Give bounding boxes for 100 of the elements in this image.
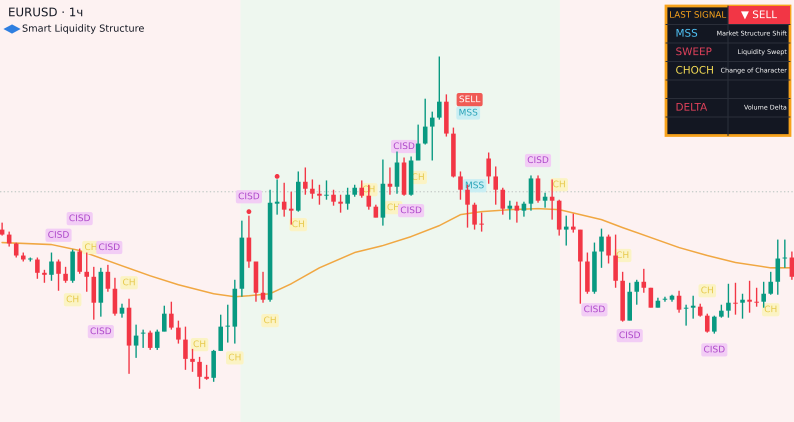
candlestick [508, 200, 512, 220]
candlestick [514, 201, 520, 224]
candlestick [190, 348, 195, 373]
candlestick [430, 110, 435, 162]
candlestick [458, 170, 463, 200]
candlestick [719, 304, 724, 318]
candlestick [310, 178, 315, 200]
candlestick [775, 238, 780, 296]
annotation: CISD [98, 243, 120, 250]
candlestick [162, 305, 167, 332]
annotation: CH [701, 286, 713, 294]
annotation: CH [228, 354, 240, 360]
candlestick [63, 266, 68, 284]
candlestick [570, 212, 576, 234]
candlestick [676, 290, 682, 314]
candlestick [359, 180, 364, 198]
candlestick [472, 202, 477, 230]
candlestick [690, 295, 696, 320]
annotation: CISD [400, 206, 422, 214]
candlestick [500, 187, 506, 216]
annotation: CISD [704, 346, 725, 353]
candlestick [522, 201, 526, 218]
annotation: CH [264, 316, 276, 324]
candlestick [550, 178, 554, 220]
text: MSS [676, 28, 698, 37]
candlestick [77, 248, 82, 274]
candlestick [324, 180, 329, 200]
candlestick [374, 204, 378, 218]
candlestick [634, 279, 640, 306]
candlestick [35, 256, 40, 280]
candlestick [416, 124, 420, 162]
candlestick [225, 304, 230, 344]
candlestick [422, 98, 428, 146]
candlestick [288, 191, 294, 226]
candlestick [183, 326, 188, 371]
candlestick [782, 238, 788, 269]
annotation: CH [553, 180, 565, 188]
candlestick [120, 303, 124, 318]
text: ▼ SELL [740, 10, 778, 20]
annotation: CH [616, 251, 628, 258]
candlestick [754, 287, 759, 308]
candlestick [790, 250, 794, 280]
chart-title: EURUSD · 1ч [9, 7, 82, 16]
annotation: CISD [48, 231, 69, 238]
candlestick [338, 194, 343, 214]
candlestick [536, 174, 540, 204]
candlestick [740, 293, 745, 320]
candlestick [712, 314, 717, 334]
candlestick [106, 264, 110, 292]
candlestick [747, 280, 752, 314]
candlestick [14, 242, 19, 258]
candlestick [56, 258, 61, 292]
candlestick [761, 281, 766, 308]
candlestick [704, 312, 710, 334]
candlestick [479, 212, 484, 232]
chart-subtitle: Smart Liquidity Structure [22, 24, 144, 34]
candlestick [352, 184, 357, 198]
annotation: MSS [459, 108, 478, 116]
annotation: CISD [528, 156, 548, 164]
candlestick [684, 304, 688, 326]
candlestick [0, 222, 4, 236]
annotation: CHOCH [676, 66, 713, 74]
annotation: CISD [238, 192, 260, 200]
candlestick [733, 282, 738, 316]
candlestick [698, 303, 703, 318]
candlestick [331, 189, 336, 206]
candlestick [274, 178, 280, 216]
candlestick [493, 166, 498, 206]
candlestick [169, 301, 174, 330]
annotation: CISD [584, 305, 605, 312]
candlestick [599, 228, 604, 269]
candlestick [260, 271, 266, 304]
candlestick [176, 320, 181, 344]
annotation: CISD [394, 142, 414, 150]
candlestick [486, 152, 491, 184]
annotation: CISD [90, 327, 112, 334]
candlestick [282, 182, 286, 218]
candlestick [642, 268, 646, 294]
candlestick [140, 328, 146, 349]
candlestick [437, 56, 442, 120]
candlestick [542, 192, 548, 208]
candlestick [564, 214, 569, 246]
candlestick [726, 283, 731, 318]
candlestick [84, 252, 90, 292]
annotation: CH [764, 305, 776, 312]
candlestick [148, 330, 152, 351]
annotation: CH [194, 340, 206, 348]
candlestick [204, 364, 209, 380]
candlestick [154, 328, 160, 351]
candlestick [768, 271, 774, 296]
annotation: CH [66, 296, 78, 302]
candlestick [303, 166, 308, 196]
candlestick [42, 269, 47, 284]
candlestick [606, 234, 611, 264]
annotation: SELL [459, 95, 480, 102]
text: SWEEP [676, 47, 712, 56]
annotation: CH [292, 220, 304, 228]
annotation: CH [84, 243, 97, 250]
candlestick [197, 356, 202, 390]
candlestick [134, 324, 138, 359]
